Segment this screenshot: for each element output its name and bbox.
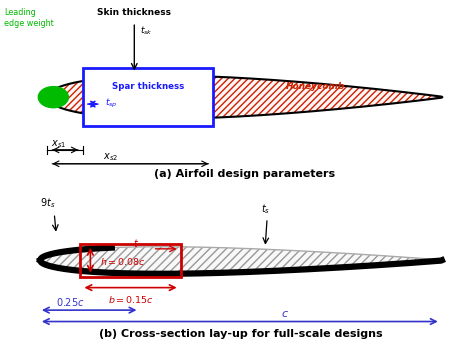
Text: (b) Cross-section lay-up for full-scale designs: (b) Cross-section lay-up for full-scale …: [99, 329, 383, 339]
Bar: [83, 68, 213, 126]
Bar: [80, 244, 181, 277]
Text: $c$: $c$: [281, 309, 289, 319]
Text: $t$: $t$: [133, 237, 139, 249]
Text: Leading
edge weight: Leading edge weight: [4, 8, 54, 28]
Text: Skin thickness: Skin thickness: [97, 8, 171, 17]
Text: $t_s$: $t_s$: [261, 202, 270, 216]
Circle shape: [38, 87, 68, 108]
Text: $t_{sp}$: $t_{sp}$: [105, 97, 117, 110]
Text: Honeycomb: Honeycomb: [286, 82, 346, 91]
Text: $x_{s1}$: $x_{s1}$: [51, 138, 66, 150]
Polygon shape: [47, 76, 442, 119]
Text: $9t_s$: $9t_s$: [40, 196, 55, 210]
Text: $h = 0.08c$: $h = 0.08c$: [100, 256, 146, 267]
Text: Spar thickness: Spar thickness: [112, 82, 184, 91]
Text: $b = 0.15c$: $b = 0.15c$: [108, 294, 154, 305]
Text: $0.25c$: $0.25c$: [56, 296, 85, 307]
Text: $t_{sk}$: $t_{sk}$: [140, 24, 153, 37]
Polygon shape: [40, 247, 442, 274]
Text: $x_{s2}$: $x_{s2}$: [103, 152, 118, 163]
Polygon shape: [47, 76, 442, 119]
Text: (a) Airfoil design parameters: (a) Airfoil design parameters: [155, 169, 336, 179]
